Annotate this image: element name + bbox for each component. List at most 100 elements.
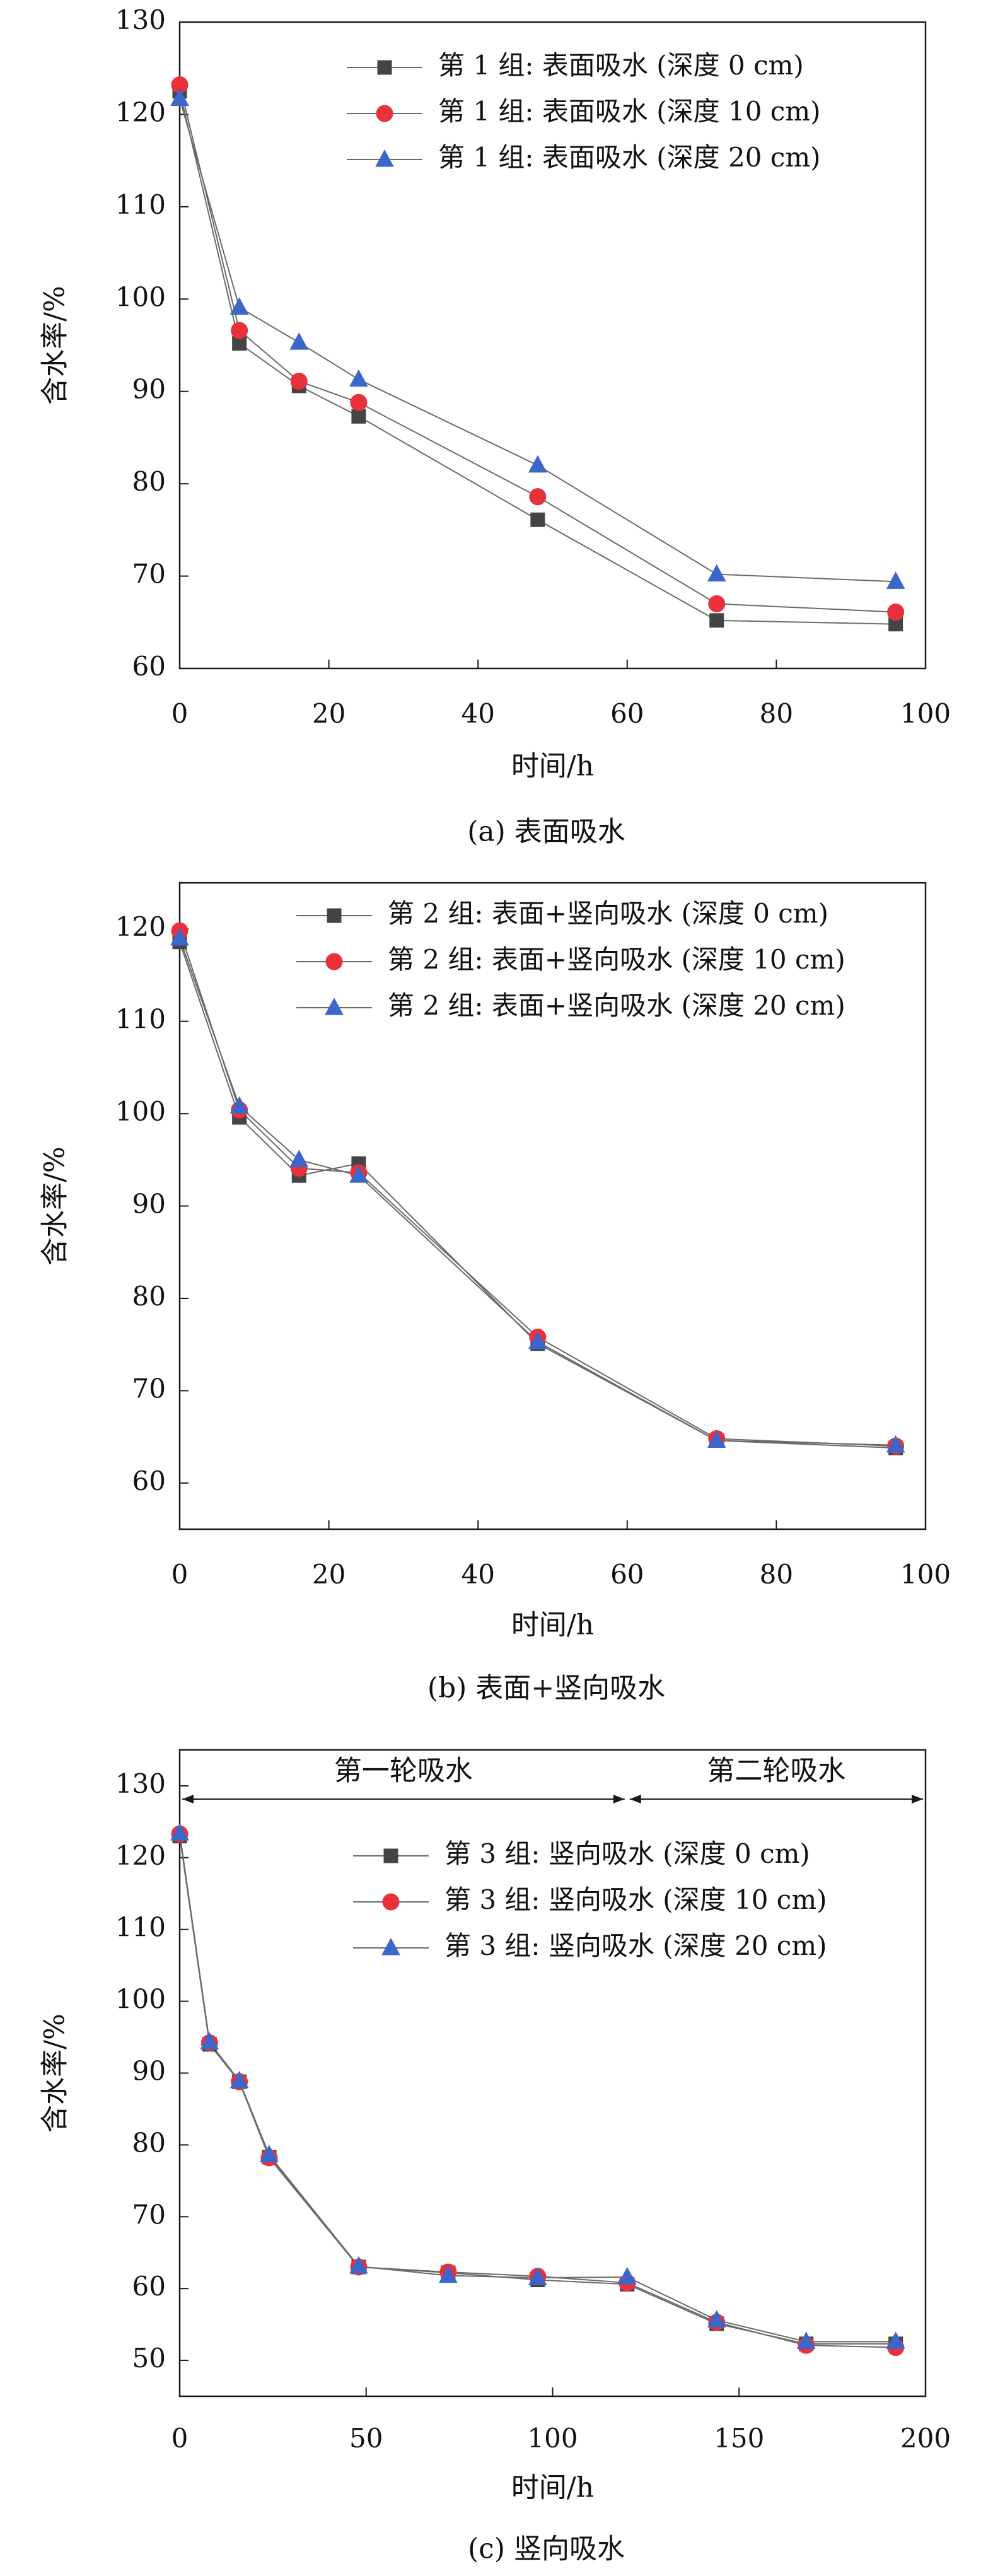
data-point xyxy=(528,2268,547,2285)
y-tick-label: 80 xyxy=(132,466,166,497)
x-tick-label: 80 xyxy=(760,698,793,729)
data-point xyxy=(170,928,189,946)
legend-marker xyxy=(376,105,393,122)
data-point xyxy=(349,1165,368,1183)
y-tick-label: 130 xyxy=(115,1768,166,1799)
data-point xyxy=(887,603,905,621)
legend: 第 1 组: 表面吸水 (深度 0 cm) 第 1 组: 表面吸水 (深度 10 … xyxy=(347,50,821,173)
figure-caption: (c) 竖向吸水 xyxy=(468,2533,625,2565)
data-point xyxy=(231,322,248,339)
legend: 第 3 组: 竖向吸水 (深度 0 cm) 第 3 组: 竖向吸水 (深度 10 … xyxy=(353,1838,827,1961)
y-tick-label: 90 xyxy=(132,374,166,405)
x-tick-label: 20 xyxy=(312,698,346,729)
chart-panel-1: 60 70 80 90 100 110 120 130 0 20 40 60 80 100 时间/h 含水率/… xyxy=(39,4,951,848)
x-tick-label: 60 xyxy=(610,698,644,729)
legend-label: 第 1 组: 表面吸水 (深度 0 cm) xyxy=(438,50,804,81)
y-tick-label: 120 xyxy=(115,96,166,127)
y-tick-label: 100 xyxy=(115,1984,166,2015)
y-tick-label: 130 xyxy=(115,4,166,35)
legend-label: 第 3 组: 竖向吸水 (深度 0 cm) xyxy=(444,1838,810,1869)
legend-marker xyxy=(325,997,344,1015)
data-point xyxy=(439,2265,458,2283)
data-point xyxy=(350,393,368,411)
x-axis-label: 时间/h xyxy=(511,2472,594,2504)
data-point xyxy=(229,2070,249,2089)
x-axis-label: 时间/h xyxy=(511,750,594,783)
data-point xyxy=(349,369,368,387)
y-tick-label: 90 xyxy=(132,2056,166,2087)
legend-label: 第 2 组: 表面+竖向吸水 (深度 10 cm) xyxy=(388,944,845,975)
x-tick-label: 100 xyxy=(900,698,951,729)
legend-marker xyxy=(383,1848,398,1863)
y-tick-label: 70 xyxy=(132,2199,166,2230)
y-axis-label: 含水率/% xyxy=(39,1146,71,1266)
data-point xyxy=(530,512,545,527)
y-axis-label: 含水率/% xyxy=(39,2014,71,2133)
x-tick-label: 80 xyxy=(760,1559,793,1590)
y-tick-label: 90 xyxy=(132,1189,166,1220)
x-tick-label: 60 xyxy=(610,1559,644,1590)
x-tick-label: 100 xyxy=(900,1559,951,1590)
plot-frame xyxy=(178,21,927,670)
legend-marker xyxy=(382,1893,400,1911)
y-tick-label: 110 xyxy=(115,189,166,220)
x-tick-label: 40 xyxy=(461,1559,494,1590)
data-point xyxy=(617,2266,637,2285)
y-tick-label: 100 xyxy=(115,1096,166,1127)
legend-marker xyxy=(381,1937,400,1955)
y-tick-label: 60 xyxy=(132,1466,166,1496)
chart-panel-3: 50 60 70 80 90 100 110 120 130 0 50 100 150 200 时间/h 含水… xyxy=(39,1749,951,2565)
y-tick-label: 80 xyxy=(132,1281,166,1312)
legend-label: 第 2 组: 表面+竖向吸水 (深度 20 cm) xyxy=(388,990,845,1021)
legend-label: 第 1 组: 表面吸水 (深度 10 cm) xyxy=(438,96,821,127)
x-tick-label: 0 xyxy=(171,2423,189,2454)
legend: 第 2 组: 表面+竖向吸水 (深度 0 cm) 第 2 组: 表面+竖向吸水 (… xyxy=(296,898,845,1021)
x-tick-label: 100 xyxy=(527,2423,578,2454)
x-tick-label: 0 xyxy=(171,1559,189,1590)
y-tick-label: 80 xyxy=(132,2127,166,2158)
arrowhead-right xyxy=(613,1795,625,1804)
legend-label: 第 3 组: 竖向吸水 (深度 10 cm) xyxy=(444,1884,827,1915)
legend-marker xyxy=(325,953,343,970)
data-point xyxy=(200,2032,219,2050)
y-tick-label: 100 xyxy=(115,281,166,312)
arrowhead-right xyxy=(912,1795,923,1804)
y-tick-label: 120 xyxy=(115,911,166,942)
y-tick-label: 60 xyxy=(132,651,166,682)
legend-marker xyxy=(377,60,392,75)
legend-marker xyxy=(327,908,342,923)
y-tick-label: 120 xyxy=(115,1840,166,1871)
data-point xyxy=(170,1823,189,1841)
data-point xyxy=(886,2331,905,2349)
data-point xyxy=(709,613,724,628)
figure-caption: (a) 表面吸水 xyxy=(467,816,625,848)
y-tick-label: 110 xyxy=(115,1912,166,1943)
legend-marker xyxy=(375,149,394,167)
plot-frame xyxy=(178,882,927,1530)
data-point xyxy=(528,1331,547,1349)
x-axis-label: 时间/h xyxy=(511,1609,594,1641)
data-point xyxy=(170,88,189,107)
data-point xyxy=(707,2310,726,2328)
data-point xyxy=(351,409,366,424)
legend-label: 第 2 组: 表面+竖向吸水 (深度 0 cm) xyxy=(388,898,828,929)
arrowhead-left xyxy=(629,1795,641,1804)
data-point xyxy=(708,595,726,612)
chart-panel-2: 60 70 80 90 100 110 120 0 20 40 60 80 100 时间/h 含水率/% (b… xyxy=(39,882,951,1705)
data-point xyxy=(707,564,726,582)
data-point xyxy=(260,2145,279,2162)
data-point xyxy=(289,332,309,350)
data-point xyxy=(290,373,308,390)
x-tick-label: 40 xyxy=(461,698,494,729)
y-axis-label: 含水率/% xyxy=(39,286,71,405)
data-point xyxy=(229,1096,249,1114)
x-tick-label: 200 xyxy=(900,2423,951,2454)
y-tick-label: 70 xyxy=(132,559,166,590)
legend-label: 第 3 组: 竖向吸水 (深度 20 cm) xyxy=(444,1930,827,1961)
data-point xyxy=(886,571,905,589)
data-point xyxy=(229,297,249,315)
x-tick-label: 20 xyxy=(312,1559,346,1590)
data-point xyxy=(349,2256,368,2274)
data-point xyxy=(886,1435,905,1453)
